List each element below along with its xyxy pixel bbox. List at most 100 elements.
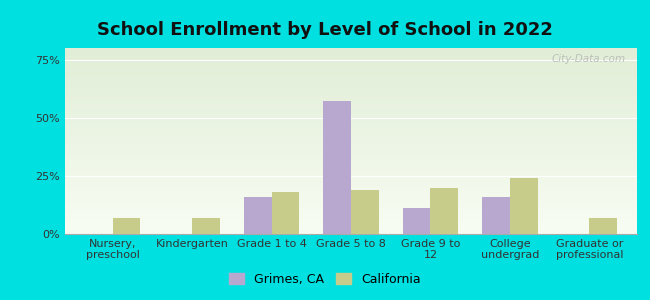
Bar [65, 219, 637, 221]
Bar [65, 186, 637, 188]
Bar [65, 89, 637, 91]
Bar [65, 202, 637, 204]
Bar [351, 190, 379, 234]
Bar [65, 106, 637, 107]
Bar [65, 76, 637, 78]
Bar [65, 163, 637, 165]
Bar [65, 78, 637, 80]
Legend: Grimes, CA, California: Grimes, CA, California [224, 268, 426, 291]
Bar [482, 197, 510, 234]
Bar [65, 119, 637, 121]
Bar [65, 85, 637, 87]
Bar [65, 214, 637, 215]
Bar [65, 87, 637, 89]
Bar [65, 122, 637, 124]
Bar [65, 232, 637, 234]
Bar [65, 83, 637, 85]
Bar [65, 197, 637, 199]
Bar [65, 100, 637, 102]
Bar [65, 161, 637, 163]
Bar [65, 56, 637, 57]
Bar [65, 182, 637, 184]
Bar [65, 167, 637, 169]
Bar [65, 139, 637, 141]
Bar [65, 91, 637, 93]
Bar [65, 102, 637, 104]
Bar [65, 98, 637, 100]
Bar [590, 218, 617, 234]
Bar [65, 74, 637, 76]
Bar [65, 124, 637, 126]
Bar [65, 63, 637, 65]
Bar [65, 54, 637, 56]
Bar [65, 61, 637, 63]
Bar [65, 113, 637, 115]
Bar [65, 82, 637, 83]
Bar [65, 175, 637, 176]
Bar [65, 148, 637, 150]
Bar [65, 195, 637, 197]
Bar [65, 178, 637, 180]
Bar [65, 180, 637, 182]
Text: City-Data.com: City-Data.com [551, 54, 625, 64]
Bar [65, 147, 637, 148]
Bar [65, 111, 637, 113]
Bar [192, 218, 220, 234]
Bar [65, 130, 637, 132]
Bar [65, 165, 637, 167]
Bar [65, 50, 637, 52]
Bar [65, 68, 637, 70]
Bar [65, 206, 637, 208]
Bar [402, 208, 430, 234]
Bar [65, 215, 637, 217]
Bar [65, 188, 637, 189]
Bar [65, 137, 637, 139]
Bar [65, 96, 637, 98]
Bar [65, 115, 637, 117]
Bar [65, 228, 637, 230]
Bar [65, 52, 637, 54]
Bar [65, 72, 637, 74]
Bar [430, 188, 458, 234]
Bar [65, 107, 637, 110]
Bar [65, 152, 637, 154]
Bar [65, 210, 637, 212]
Bar [65, 156, 637, 158]
Bar [65, 212, 637, 214]
Bar [65, 172, 637, 175]
Bar [65, 160, 637, 161]
Bar [65, 200, 637, 202]
Bar [65, 93, 637, 94]
Bar [65, 128, 637, 130]
Bar [65, 65, 637, 67]
Bar [244, 197, 272, 234]
Bar [65, 154, 637, 156]
Bar [65, 158, 637, 160]
Bar [65, 184, 637, 186]
Bar [272, 192, 300, 234]
Bar [65, 135, 637, 137]
Bar [65, 189, 637, 191]
Bar [65, 57, 637, 59]
Bar [65, 223, 637, 225]
Bar [65, 132, 637, 134]
Bar [65, 169, 637, 171]
Bar [65, 67, 637, 68]
Bar [65, 94, 637, 96]
Bar [65, 70, 637, 72]
Bar [65, 226, 637, 228]
Bar [65, 221, 637, 223]
Bar [65, 208, 637, 210]
Text: School Enrollment by Level of School in 2022: School Enrollment by Level of School in … [97, 21, 553, 39]
Bar [65, 117, 637, 119]
Bar [65, 141, 637, 143]
Bar [65, 145, 637, 147]
Bar [65, 59, 637, 61]
Bar [65, 104, 637, 106]
Bar [112, 218, 140, 234]
Bar [65, 217, 637, 219]
Bar [65, 191, 637, 193]
Bar [65, 230, 637, 232]
Bar [65, 126, 637, 128]
Bar [65, 171, 637, 172]
